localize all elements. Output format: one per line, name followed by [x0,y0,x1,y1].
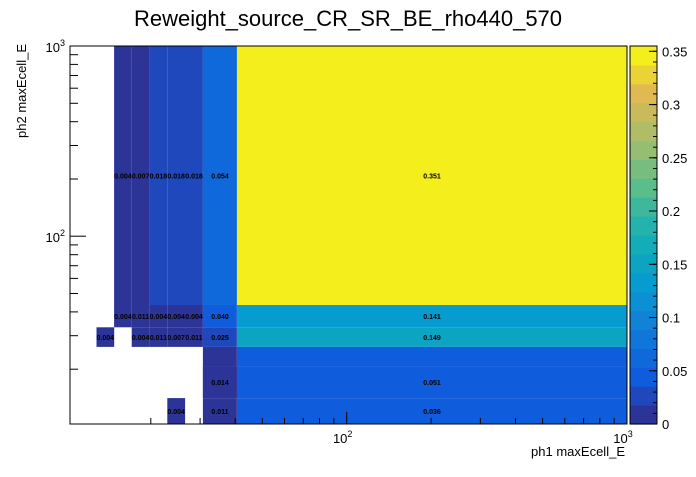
heatmap-cell [149,305,168,328]
heatmap-cell [237,46,627,305]
heatmap-cell [237,398,627,424]
cell-value-label: 0.004 [167,409,185,416]
colorbar-segment [630,216,657,236]
heatmap-cell [167,305,186,328]
heatmap-cell [202,346,237,367]
colorbar-segment [630,386,657,406]
cell-value-labels: 0.004 0.007 0.018 0.018 0.018 0.054 0.3510.004… [97,174,441,417]
heatmap-cell [202,366,237,398]
heatmap-cell [237,327,627,347]
heatmap-cell [167,327,186,347]
colorbar-segment [630,102,657,123]
colorbar-segment [630,348,657,368]
heatmap-cell [202,327,237,347]
heatmap-cell [131,305,150,328]
heatmap-cell [114,305,132,328]
colorbar-segment [630,64,657,85]
heatmap-cells [96,46,627,424]
x-axis-label: ph1 maxEcell_E [531,444,625,459]
colorbar-tick-label: 0.3 [662,98,680,113]
cell-value-label: 0.025 [211,335,229,342]
heatmap-cell [185,327,203,347]
heatmap-cell [114,46,132,305]
x-axis: 102 103 [150,412,633,446]
colorbar-tick-label: 0.15 [662,257,687,272]
heatmap-cell [96,327,115,347]
colorbar-tick-label: 0.05 [662,364,687,379]
cell-value-label: 0.018 [150,174,168,181]
cell-value-label: 0.036 [423,409,441,416]
heatmap-cell [131,46,150,305]
y-tick-label: 103 [46,38,65,55]
chart-title: Reweight_source_CR_SR_BE_rho440_570 [134,6,562,31]
heatmap-cell [185,46,203,305]
cell-value-label: 0.011 [150,335,167,342]
heatmap-cell [202,46,237,305]
cell-value-label: 0.004 [150,314,168,321]
cell-value-label: 0.004 [167,314,185,321]
heatmap-cell [149,46,168,305]
colorbar-tick-label: 0 [662,417,669,432]
cell-value-label: 0.141 [423,314,441,321]
cell-value-label: 0.004 [132,335,150,342]
heatmap-cell [167,398,186,424]
colorbar-segment [630,405,657,425]
heatmap-cell [237,366,627,398]
cell-value-label: 0.018 [185,174,203,181]
y-axis: 102 103 [46,38,86,370]
heatmap-cell [131,327,150,347]
cell-value-label: 0.004 [97,335,115,342]
heatmap-cell [202,398,237,424]
heatmap-cell [149,327,168,347]
colorbar-segment [630,291,657,312]
colorbar: 0 0.05 0.1 0.15 0.2 0.25 0.3 0.35 [629,44,687,432]
heatmap-cell [202,305,237,328]
cell-value-label: 0.011 [132,314,149,321]
colorbar-tick-label: 0.1 [662,311,680,326]
colorbar-tick-label: 0.35 [662,44,687,59]
colorbar-tick-label: 0.2 [662,204,680,219]
cell-value-label: 0.054 [211,174,229,181]
colorbar-segment [630,197,657,217]
colorbar-segment [630,310,657,331]
cell-value-label: 0.018 [167,174,185,181]
heatmap-cell [237,346,627,367]
cell-value-label: 0.004 [185,314,203,321]
cell-value-label: 0.007 [132,174,150,181]
heatmap-cell [167,46,186,305]
colorbar-segment [630,46,657,66]
colorbar-segment [630,235,657,255]
heatmap-cell [237,305,627,328]
cell-value-label: 0.351 [423,174,441,181]
colorbar-segment [630,367,657,387]
cell-value-label: 0.011 [185,335,202,342]
cell-value-label: 0.004 [114,174,132,181]
colorbar-segment [630,253,657,274]
cell-value-label: 0.004 [114,314,132,321]
y-tick-label: 102 [46,228,65,245]
colorbar-segment [630,121,657,142]
plot-frame [69,45,628,425]
colorbar-segment [630,83,657,104]
colorbar-segment [630,272,657,293]
colorbar-frame [629,45,658,425]
colorbar-segment [630,178,657,198]
colorbar-tick-label: 0.25 [662,151,687,166]
x-tick-label: 102 [333,429,352,446]
cell-value-label: 0.051 [423,380,441,387]
colorbar-segment [630,140,657,160]
cell-value-label: 0.007 [167,335,185,342]
heatmap-cell [185,305,203,328]
cell-value-label: 0.149 [423,335,441,342]
cell-value-label: 0.040 [211,314,229,321]
colorbar-segment [630,329,657,349]
cell-value-label: 0.014 [211,380,229,387]
y-axis-label: ph2 maxEcell_E [14,44,29,138]
colorbar-segment [630,159,657,179]
x-tick-label: 103 [613,429,632,446]
cell-value-label: 0.011 [211,409,228,416]
